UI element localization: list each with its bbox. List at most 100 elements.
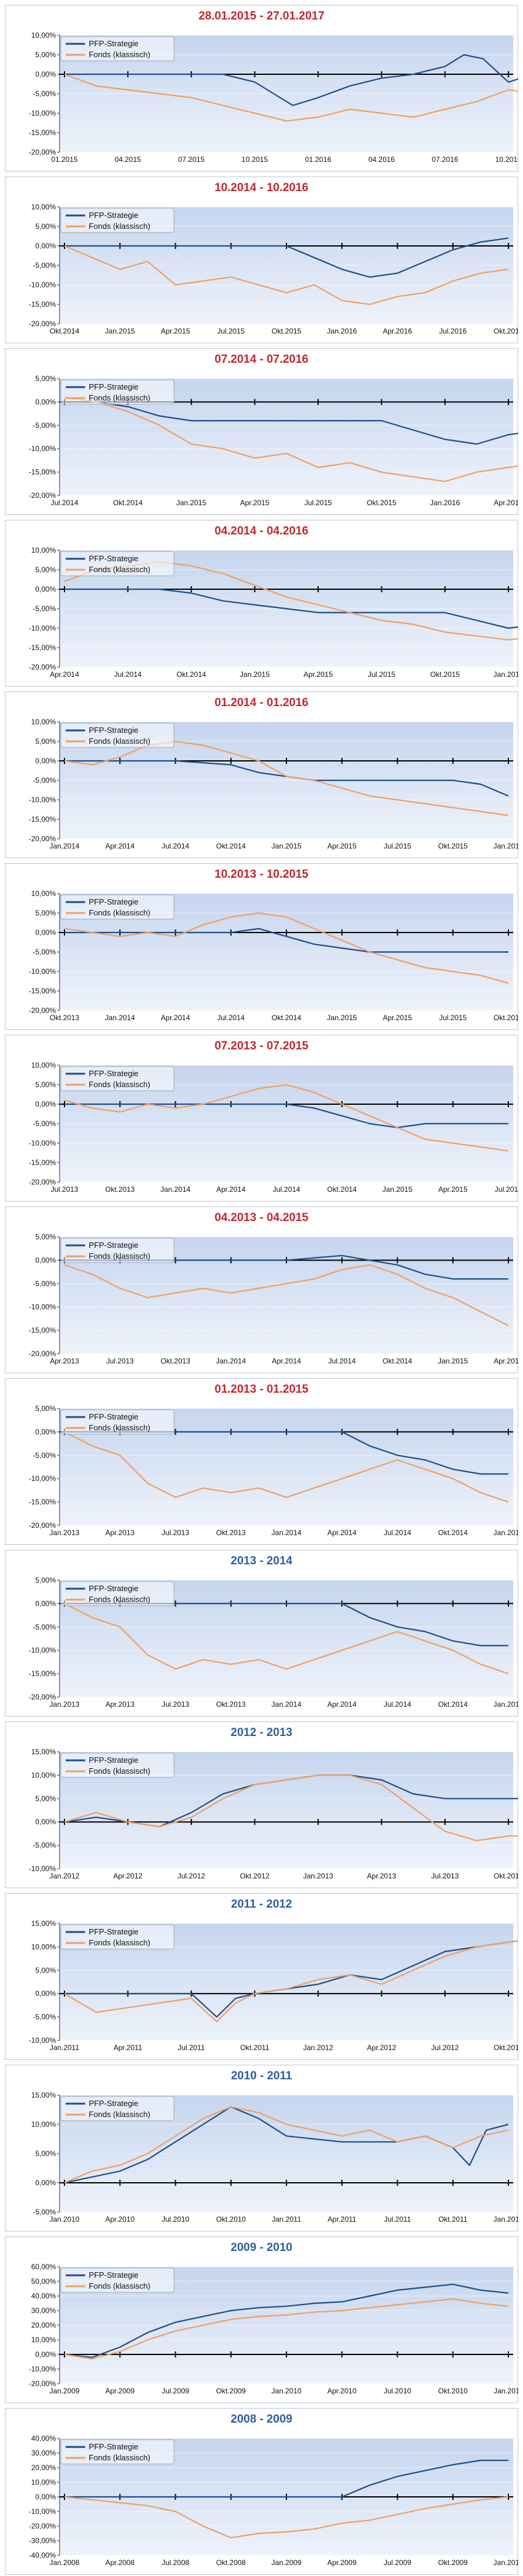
chart-svg: 04.2013 - 04.2015 5,00% 0,00% -5,00% -10,00%… [5,1206,518,1373]
x-tick-label: Okt.2014 [50,327,80,335]
x-tick-label: 07.2016 [432,155,459,164]
chart-svg: 10.2014 - 10.2016 10,00% 5,00% 0,00% -5,00% -… [5,177,518,343]
y-tick-label: 5,00% [35,51,56,59]
y-tick-label: -5,00% [33,1279,56,1288]
chart-svg: 2012 - 2013 15,00% 10,00% 5,00% 0,00% -5,00% -… [5,1721,518,1888]
y-tick-label: 5,00% [35,909,56,917]
x-tick-label: Jan.2015 [493,1700,518,1709]
x-tick-label: Apr.2016 [494,499,518,507]
y-tick-label: 10,00% [31,889,56,898]
y-tick-label: 30,00% [31,2449,56,2457]
x-tick-label: Jan.2009 [271,2558,302,2567]
chart-svg: 2008 - 2009 40,00% 30,00% 20,00% 10,00% 0,00%… [5,2408,518,2575]
chart-panel: 04.2013 - 04.2015 5,00% 0,00% -5,00% -10,00%… [5,1206,518,1373]
y-tick-label: -10,00% [29,1646,56,1654]
y-tick-label: 5,00% [35,1080,56,1089]
y-tick-label: 20,00% [31,2321,56,2329]
x-tick-label: Apr.2016 [383,327,412,335]
x-tick-label: 01.2015 [51,155,78,164]
chart-svg: 01.2013 - 01.2015 5,00% 0,00% -5,00% -10,00%… [5,1378,518,1545]
legend-label: Fonds (klassisch) [89,1766,150,1776]
x-tick-label: Jul.2012 [178,1872,206,1880]
x-tick-label: Apr.2014 [105,842,134,850]
x-tick-label: Apr.2012 [367,2043,396,2052]
legend-label: PFP-Strategie [89,897,139,906]
x-tick-label: Jul.2011 [178,2043,205,2052]
chart-panel: 28.01.2015 - 27.01.2017 10,00% 5,00% 0,00% -… [5,5,518,172]
series-line [64,2283,509,2358]
series-line [64,2106,509,2184]
x-tick-label: Jul.2013 [106,1357,134,1365]
x-tick-label: Jul.2013 [431,1872,459,1880]
chart-svg: 04.2014 - 04.2016 10,00% 5,00% 0,00% -5,00% -… [5,520,518,687]
legend-label: PFP-Strategie [89,1412,139,1421]
y-tick-label: 0,00% [35,1427,56,1436]
y-tick-label: -15,00% [29,1670,56,1678]
legend-box [60,36,175,61]
chart-title: 2012 - 2013 [230,1726,292,1739]
x-tick-label: Jul.2015 [217,327,245,335]
x-tick-label: Apr.2013 [50,1357,79,1365]
y-tick-label: 0,00% [35,1100,56,1108]
x-tick-label: Jul.2014 [50,499,78,507]
y-tick-label: 10,00% [31,1771,56,1779]
y-tick-label: -30,00% [29,2536,56,2545]
x-tick-label: Okt.2014 [327,1185,357,1194]
legend-label: Fonds (klassisch) [89,1080,150,1089]
legend-label: PFP-Strategie [89,39,139,48]
legend-label: PFP-Strategie [89,1584,139,1593]
chart-title: 01.2013 - 01.2015 [215,1383,309,1396]
y-tick-label: 5,00% [35,1966,56,1975]
legend-box [60,1237,175,1263]
chart-svg: 2010 - 201115,00%10,00%5,00%0,00%-5,00%J… [5,2065,518,2231]
x-tick-label: Okt.2015 [430,670,460,679]
y-tick-label: -20,00% [29,148,56,156]
legend-label: PFP-Strategie [89,1755,139,1765]
chart-panel: 2010 - 2011 15,00% 10,00% 5,00% 0,00% -5,00% J… [5,2065,518,2231]
x-tick-label: Apr.2014 [327,1528,356,1537]
y-tick-label: -5,00% [33,2208,56,2216]
y-tick-label: -10,00% [29,796,56,804]
y-tick-label: 60,00% [31,2263,56,2271]
series-line [64,2298,509,2360]
legend-box [60,1581,175,1606]
chart-panel: 2009 - 2010 60,00% 50,00% 40,00% 30,00% 20,00… [5,2236,518,2403]
x-tick-label: 04.2016 [369,155,395,164]
chart-panel: 10.2014 - 10.2016 10,00% 5,00% 0,00% -5,00% -… [5,177,518,343]
series-line [64,1774,518,1841]
y-tick-label: 5,00% [35,1233,56,1241]
y-tick-label: 0,00% [35,1599,56,1608]
series-line [64,740,509,816]
x-tick-label: Jul.2015 [304,499,332,507]
x-tick-label: Apr.2013 [367,1872,396,1880]
x-tick-label: Jan.2014 [105,1013,136,1022]
x-tick-label: Okt.2015 [367,499,397,507]
legend-box [60,1752,175,1778]
legend-label: PFP-Strategie [89,726,139,735]
y-tick-label: -15,00% [29,128,56,137]
x-tick-label: Okt.2014 [272,1013,302,1022]
x-tick-label: Jul.2014 [328,1357,356,1365]
x-tick-label: Jul.2013 [162,1528,190,1537]
legend-box [60,379,175,405]
x-tick-label: Jan.2016 [430,499,460,507]
x-tick-label: Okt.2011 [438,2215,468,2224]
y-tick-label: 5,00% [35,737,56,746]
x-tick-label: Okt.2015 [438,842,468,850]
x-tick-label: Okt.2015 [494,1013,518,1022]
y-tick-label: 0,00% [35,585,56,593]
y-tick-label: 5,00% [35,2149,56,2158]
x-tick-label: Jul.2010 [384,2387,412,2395]
legend-label: PFP-Strategie [89,382,139,391]
y-tick-label: 40,00% [31,2292,56,2300]
x-tick-label: Jan.2012 [49,1872,80,1880]
legend-box [60,1066,175,1091]
series-line [64,1940,518,2023]
y-tick-label: 0,00% [35,757,56,765]
series-line [64,1431,509,1503]
x-tick-label: Jan.2012 [303,2043,333,2052]
